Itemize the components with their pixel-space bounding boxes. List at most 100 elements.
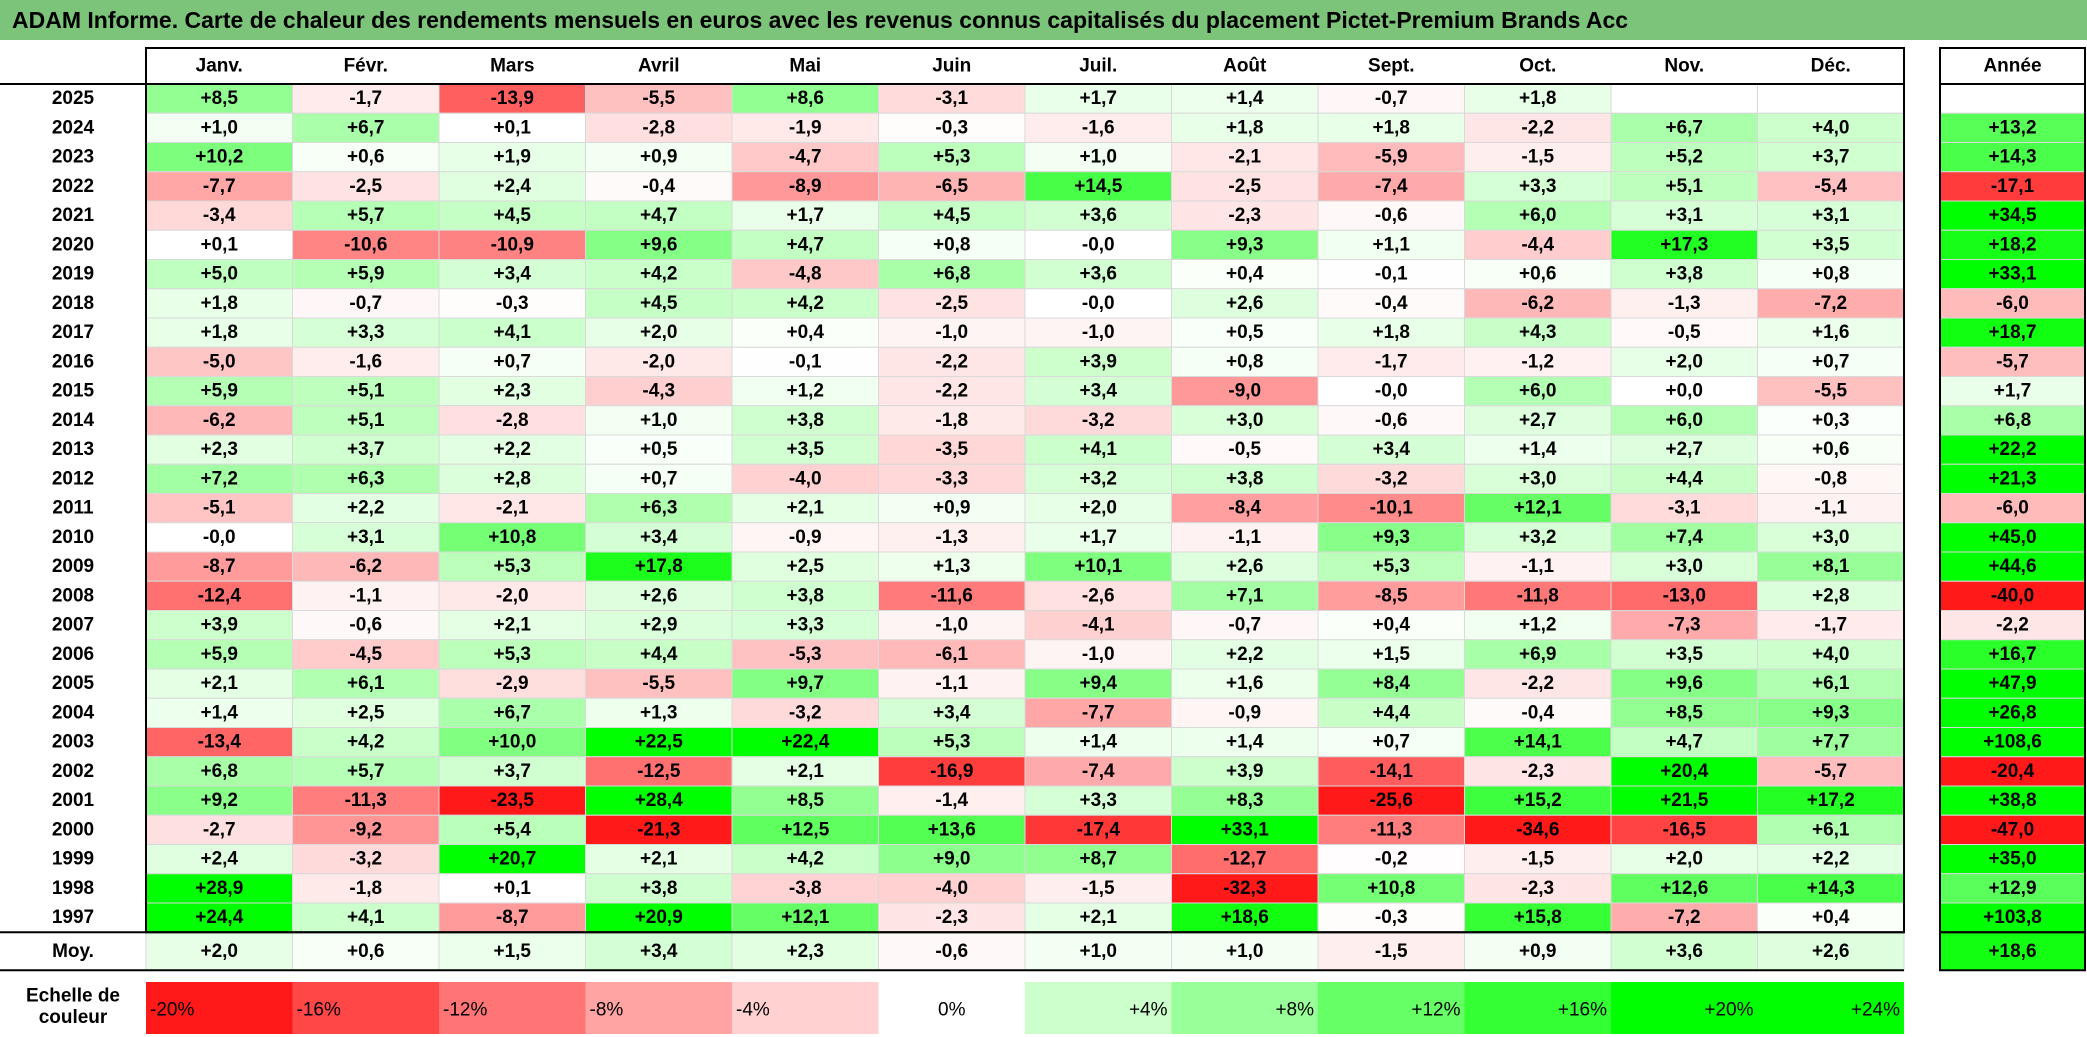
heat-cell-value: +18,6 [1221, 907, 1269, 928]
row-year-label: 2006 [52, 644, 94, 665]
heat-cell-value: -0,6 [1375, 410, 1408, 431]
heat-cell [438, 639, 586, 670]
heat-cell [731, 785, 879, 816]
heat-cell [1317, 902, 1465, 933]
heat-cell-value: -2,0 [496, 585, 529, 606]
heat-cell-value: -2,0 [642, 351, 675, 372]
heat-cell-value: +7,1 [1226, 585, 1264, 606]
heat-cell [145, 756, 293, 787]
heat-cell-value: -2,9 [496, 673, 529, 694]
heat-cell-value: +0,8 [1226, 351, 1264, 372]
heat-cell-value: +10,8 [488, 527, 536, 548]
heat-cell-value: +4,0 [1812, 117, 1850, 138]
annual-cell-value: +47,9 [1988, 673, 2036, 694]
heat-cell [1464, 83, 1612, 114]
heat-cell-value: -9,0 [1228, 381, 1261, 402]
heat-cell-value: -0,7 [1375, 88, 1408, 109]
heat-cell-value: +2,2 [1226, 644, 1264, 665]
heat-cell [878, 727, 1026, 758]
annual-cell [1939, 83, 2086, 114]
heat-cell-value: +3,5 [786, 439, 824, 460]
heat-cell-value: +3,8 [640, 878, 678, 899]
heat-cell-value: +5,2 [1665, 147, 1703, 168]
heat-cell [731, 522, 879, 553]
heat-cell-value: +2,1 [786, 761, 824, 782]
heat-cell-value: -0,4 [1521, 702, 1554, 723]
heat-cell-value: -7,4 [1375, 176, 1408, 197]
heat-cell-value: +1,2 [1519, 615, 1557, 636]
heat-cell [1610, 112, 1758, 143]
heat-cell-value: -0,3 [1375, 907, 1408, 928]
row-year-label: 2021 [52, 205, 95, 226]
heat-cell-value: -1,7 [1814, 615, 1847, 636]
heat-cell-value: +1,8 [1372, 322, 1410, 343]
annual-cell [1939, 229, 2086, 260]
header-month: Juin [932, 56, 971, 77]
heat-cell-value: +3,5 [1812, 234, 1850, 255]
heat-cell [438, 814, 586, 845]
heat-cell-value: +5,7 [347, 205, 385, 226]
heat-cell [1024, 142, 1172, 173]
heat-cell-value: -3,1 [935, 88, 968, 109]
annual-cell [1939, 171, 2086, 202]
scale-swatch [732, 982, 879, 1034]
annual-cell-value: -20,4 [1991, 761, 2035, 782]
heat-cell-value: -0,7 [349, 293, 382, 314]
heat-cell-value: -2,5 [935, 293, 968, 314]
annual-cell-value: -17,1 [1991, 176, 2035, 197]
heat-cell [878, 200, 1026, 231]
heat-cell-value: +12,5 [781, 819, 830, 840]
annual-cell-value: +18,7 [1988, 322, 2036, 343]
scale-swatch-label: +4% [1129, 1000, 1168, 1021]
heat-cell [878, 405, 1026, 436]
heat-cell-value: -6,2 [1521, 293, 1554, 314]
heat-cell-value: -2,8 [642, 117, 675, 138]
heat-cell [731, 580, 879, 611]
heat-cell-value: -2,5 [349, 176, 382, 197]
heat-cell-value: +3,7 [493, 761, 531, 782]
heat-cell [585, 697, 733, 728]
scale-swatch [1611, 982, 1758, 1034]
heat-cell-value: +6,1 [1812, 673, 1850, 694]
annual-cell-value: +22,2 [1988, 439, 2036, 460]
heat-cell [731, 142, 879, 173]
heat-cell-value: -1,3 [1668, 293, 1701, 314]
header-month: Mars [490, 56, 534, 77]
heat-cell-value: +3,7 [347, 439, 385, 460]
heat-cell [145, 229, 293, 260]
scale-swatch [585, 982, 732, 1034]
chart-title: ADAM Informe. Carte de chaleur des rende… [0, 0, 2087, 40]
annual-cell [1939, 756, 2086, 787]
heat-cell [1757, 434, 1905, 465]
heat-cell-value: +3,0 [1665, 556, 1703, 577]
heat-cell [1317, 610, 1465, 641]
scale-swatch [1318, 982, 1465, 1034]
heat-cell-value: -3,5 [935, 439, 968, 460]
heat-cell-value: +9,3 [1372, 527, 1410, 548]
heat-cell [878, 83, 1026, 114]
row-year-label: 2011 [52, 498, 94, 519]
heat-cell-value: +3,3 [347, 322, 385, 343]
heat-cell-value: +17,3 [1660, 234, 1708, 255]
annual-cell-value: +13,2 [1988, 117, 2036, 138]
heat-cell [878, 317, 1026, 348]
heat-cell-value: -13,9 [491, 88, 534, 109]
heat-cell [1171, 902, 1319, 933]
heat-cell-value: +2,1 [640, 849, 678, 870]
heat-cell-value: -1,2 [1521, 351, 1554, 372]
heat-cell-value: +0,4 [1372, 615, 1410, 636]
heat-cell-value: +3,2 [1079, 468, 1117, 489]
heat-cell [145, 493, 293, 524]
heat-cell-value: +8,6 [786, 88, 824, 109]
heat-cell-value: -23,5 [491, 790, 535, 811]
heat-cell-value: +3,4 [933, 702, 971, 723]
heat-cell [292, 580, 440, 611]
annual-cell-value: +44,6 [1988, 556, 2036, 577]
heat-cell-value: +2,1 [1079, 907, 1117, 928]
heat-cell-value: -0,4 [1375, 293, 1408, 314]
heat-cell-value: -5,5 [1814, 381, 1847, 402]
annual-cell [1939, 873, 2086, 904]
heat-cell [145, 346, 293, 377]
heat-cell-value: +4,2 [640, 264, 678, 285]
heat-cell [585, 727, 733, 758]
